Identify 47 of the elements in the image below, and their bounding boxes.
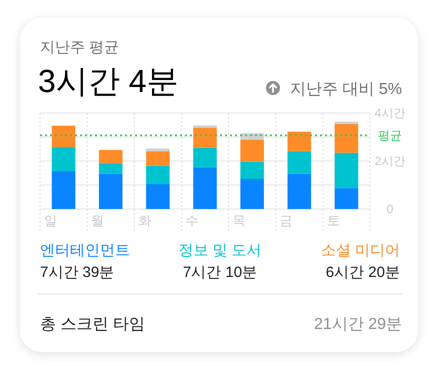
bar — [146, 151, 170, 166]
bar — [240, 162, 264, 179]
chart-title: 지난주 평균 — [40, 39, 120, 56]
bar — [52, 171, 76, 209]
bar — [240, 140, 264, 162]
bar — [334, 188, 358, 209]
y-tick-label: 0 — [386, 202, 394, 216]
bar — [334, 124, 358, 153]
text: 6시간 20분 — [326, 264, 400, 281]
bar — [98, 163, 122, 174]
bar — [193, 125, 217, 128]
ref-line-label: 평균 — [378, 128, 402, 143]
chart-subtitle: 3시간 4분 — [38, 63, 178, 99]
x-tick-label: 일 — [44, 213, 57, 228]
bar — [334, 152, 358, 188]
bar — [146, 166, 170, 184]
bar — [288, 174, 312, 209]
bar — [98, 150, 122, 164]
bar — [193, 148, 217, 168]
x-tick-label: 수 — [185, 213, 198, 228]
x-tick-label: 금 — [280, 213, 293, 228]
bar — [334, 122, 358, 124]
x-tick-label: 화 — [138, 213, 152, 228]
x-tick-label: 목 — [232, 213, 246, 228]
bar — [52, 147, 76, 172]
text: 7시간 39분 — [40, 264, 114, 281]
bar — [193, 167, 217, 209]
y-tick-label: 2시간 — [374, 154, 406, 168]
bar — [240, 133, 264, 140]
bar — [52, 126, 76, 148]
text: 정보 및 도서 — [178, 242, 262, 259]
bar — [146, 148, 170, 152]
bar — [146, 184, 170, 209]
text: 총 스크린 타임 — [40, 316, 145, 333]
text: 지난주 대비 5% — [290, 81, 402, 98]
text: 소셜 미디어 — [320, 242, 400, 259]
bar — [98, 174, 122, 209]
text: 7시간 10분 — [182, 264, 258, 281]
text: 엔터테인먼트 — [40, 242, 130, 259]
bar — [240, 179, 264, 209]
x-tick-label: 월 — [91, 213, 104, 228]
y-tick-label: 4시간 — [374, 106, 406, 120]
bar — [288, 151, 312, 174]
x-tick-label: 토 — [326, 213, 340, 228]
text: 21시간 29분 — [314, 316, 402, 333]
bar — [288, 132, 312, 152]
bar — [193, 128, 217, 148]
